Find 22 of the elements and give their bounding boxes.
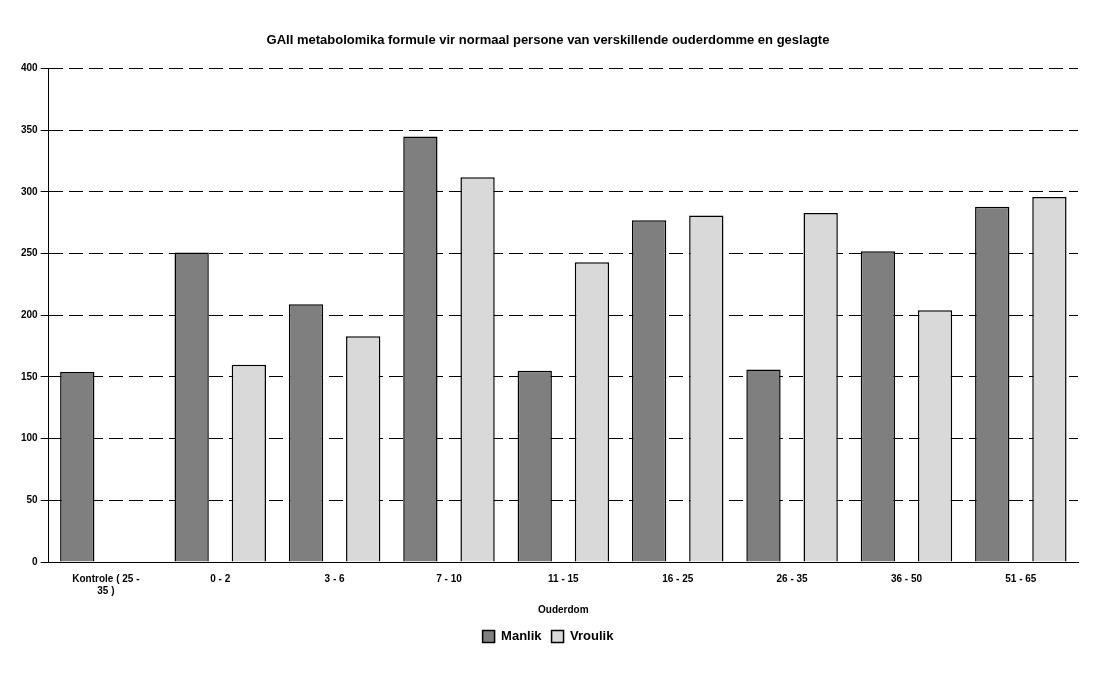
y-tick-label: 350: [21, 124, 39, 136]
x-tick-label: 7 - 10: [436, 572, 463, 584]
y-tick-label: 400: [21, 62, 39, 74]
x-tick-label: 51 - 65: [1005, 572, 1037, 584]
y-tick-label: 100: [21, 432, 39, 444]
chart-title: GAII metabolomika formule vir normaal persone van verskillende ouderdomme en geslagte: [266, 32, 830, 48]
y-tick-label: 0: [32, 555, 39, 567]
x-tick-label: 26 - 35: [776, 572, 809, 584]
x-tick-label: 36 - 50: [890, 572, 923, 584]
y-tick-label: 300: [21, 185, 39, 197]
x-tick-label: Kontrole ( 25 - 35 ): [72, 572, 140, 596]
y-tick-label: 50: [26, 494, 39, 506]
x-tick-label: 3 - 6: [324, 572, 346, 584]
legend-label: Vroulik: [570, 628, 615, 644]
y-tick-label: 200: [21, 309, 39, 321]
y-tick-label: 250: [21, 247, 39, 259]
x-tick-label: 11 - 15: [548, 572, 580, 584]
x-axis-title: Ouderdom: [538, 603, 589, 615]
legend-label: Manlik: [501, 628, 543, 644]
x-tick-label: 0 - 2: [210, 572, 231, 584]
x-tick-label: 16 - 25: [662, 572, 694, 584]
y-tick-label: 150: [21, 370, 39, 382]
